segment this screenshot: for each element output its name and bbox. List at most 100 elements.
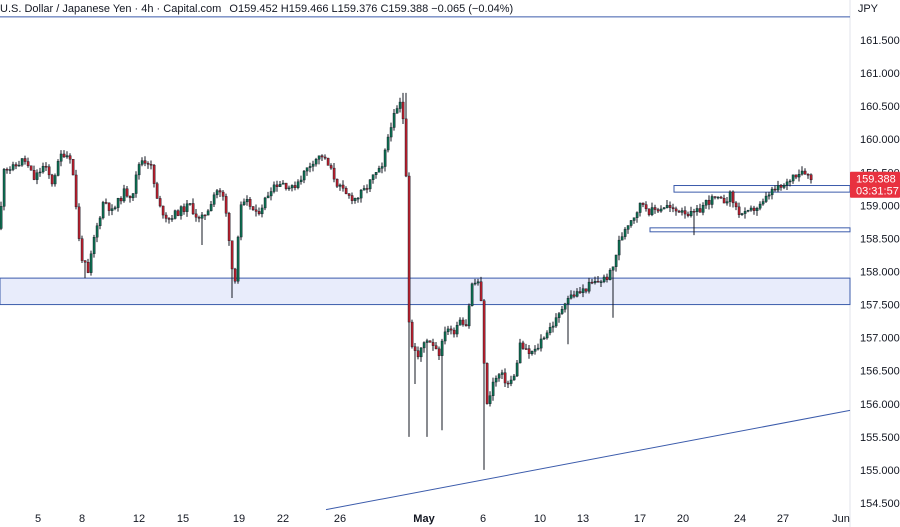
candle-body — [773, 188, 777, 191]
candle-body — [86, 262, 90, 273]
x-tick-label: 15 — [177, 513, 189, 525]
candle-body — [248, 199, 252, 207]
candle-body — [17, 164, 21, 167]
candle-body — [698, 208, 702, 213]
candle-body — [173, 210, 177, 219]
candle-body — [785, 181, 789, 186]
candle-body — [338, 184, 342, 187]
candle-body — [530, 351, 534, 355]
y-tick-label: 158.000 — [860, 267, 900, 279]
candle-body — [725, 201, 729, 204]
candle-body — [125, 188, 129, 197]
candle-body — [485, 363, 489, 404]
candle-body — [395, 108, 399, 114]
candle-body — [746, 209, 750, 212]
candle-body — [710, 196, 714, 205]
candle-body — [53, 175, 57, 185]
candle-body — [494, 377, 498, 383]
candle-body — [341, 184, 345, 189]
candle-body — [767, 194, 771, 197]
candle-body — [566, 298, 570, 305]
candle-body — [269, 191, 273, 197]
candle-body — [368, 179, 372, 190]
candle-body — [314, 159, 318, 165]
y-tick-label: 154.500 — [860, 498, 900, 510]
candle-body — [542, 337, 546, 340]
candle-body — [533, 348, 537, 352]
candle-body — [281, 182, 285, 185]
candle-body — [452, 329, 456, 335]
candle-body — [569, 294, 573, 299]
y-tick-label: 157.000 — [860, 333, 900, 345]
candle-body — [776, 185, 780, 191]
candle-body — [728, 191, 732, 202]
candle-body — [584, 288, 588, 292]
candle-body — [440, 340, 444, 356]
candle-body — [740, 213, 744, 215]
candle-body — [257, 211, 261, 215]
candle-body — [299, 179, 303, 183]
candle-body — [2, 168, 6, 207]
candle-body — [617, 239, 621, 256]
candle-body — [410, 321, 414, 347]
candle-body — [131, 193, 135, 199]
candle-body — [41, 165, 45, 173]
candle-body — [305, 167, 309, 172]
candle-body — [206, 210, 210, 216]
candle-body — [113, 207, 117, 209]
bar-countdown: 03:31:57 — [856, 186, 899, 198]
candle-body — [101, 202, 105, 219]
candle-body — [578, 291, 582, 294]
candle-body — [290, 185, 294, 189]
candle-body — [809, 174, 813, 181]
candle-body — [551, 325, 555, 328]
candle-body — [683, 210, 687, 215]
candle-body — [296, 181, 300, 188]
candle-body — [26, 161, 30, 166]
candle-body — [455, 325, 459, 335]
candle-body — [701, 204, 705, 213]
candle-body — [242, 201, 246, 205]
candle-body — [347, 193, 351, 196]
candle-body — [335, 178, 339, 187]
candle-body — [50, 174, 54, 185]
candle-body — [437, 348, 441, 356]
candle-body — [398, 101, 402, 109]
candle-body — [110, 208, 114, 211]
candle-body — [749, 207, 753, 211]
candle-body — [491, 381, 495, 396]
candle-body — [20, 158, 24, 166]
candle-body — [755, 208, 759, 211]
candle-body — [632, 217, 636, 221]
candle-body — [692, 211, 696, 213]
candle-body — [344, 188, 348, 194]
candle-body — [581, 288, 585, 294]
candle-body — [59, 153, 63, 162]
candle-body — [764, 195, 768, 202]
candle-body — [545, 332, 549, 339]
candle-body — [416, 350, 420, 358]
candle-body — [659, 208, 663, 212]
candle-body — [737, 206, 741, 215]
candle-body — [758, 203, 762, 209]
y-tick-label: 155.500 — [860, 432, 900, 444]
candle-body — [380, 166, 384, 169]
candle-body — [362, 188, 366, 191]
candle-body — [716, 196, 720, 199]
candle-body — [179, 206, 183, 216]
x-tick-label: 22 — [277, 513, 289, 525]
candle-body — [527, 348, 531, 355]
candle-body — [668, 205, 672, 208]
y-tick-label: 159.000 — [860, 200, 900, 212]
candle-body — [674, 208, 678, 212]
candle-body — [227, 212, 231, 241]
candle-body — [23, 158, 27, 162]
candle-body — [509, 379, 513, 384]
candle-body — [65, 155, 69, 158]
x-tick-label: 20 — [677, 513, 689, 525]
candle-body — [428, 340, 432, 343]
candle-body — [557, 313, 561, 318]
range-box-1 — [673, 185, 851, 193]
